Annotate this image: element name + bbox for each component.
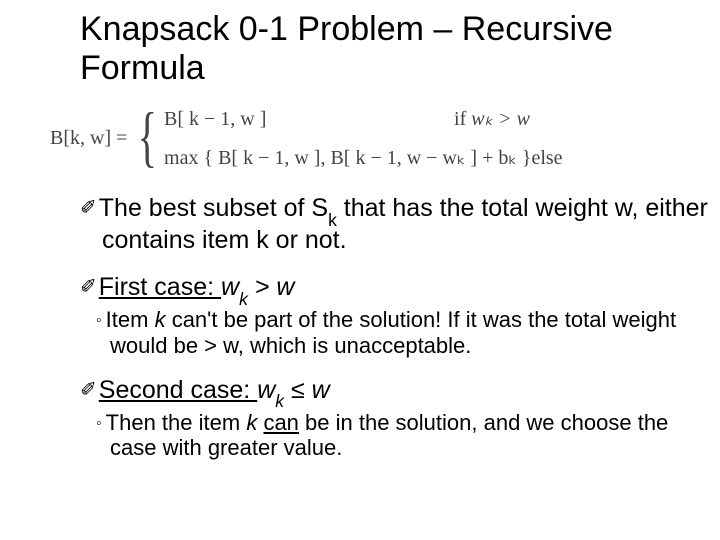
formula-case-1: B[ k − 1, w ] if wₖ > w <box>164 106 563 131</box>
paragraph-best-subset: ✐The best subset of Sk that has the tota… <box>80 194 720 255</box>
recursive-formula: B[k, w] = { B[ k − 1, w ] if wₖ > w max … <box>50 106 720 170</box>
second-case-detail: ◦Then the item k can be in the solution,… <box>80 410 720 461</box>
bullet-icon: ✐ <box>80 276 99 298</box>
paragraph-first-case: ✐First case: wk > w ◦Item k can't be par… <box>80 273 720 358</box>
second-case-label: Second case: <box>99 376 257 404</box>
second-case-math: wk ≤ w <box>257 376 329 404</box>
best-subset-text: ✐The best subset of Sk that has the tota… <box>80 194 720 255</box>
sub-bullet-icon: ◦ <box>96 415 106 432</box>
slide: Knapsack 0-1 Problem – Recursive Formula… <box>0 0 720 540</box>
formula-case-2: max { B[ k − 1, w ], B[ k − 1, w − wₖ ] … <box>164 145 563 170</box>
slide-title: Knapsack 0-1 Problem – Recursive Formula <box>80 10 720 88</box>
case1-expr: B[ k − 1, w ] <box>164 108 454 131</box>
first-case-label: First case: <box>99 273 221 301</box>
sub-bullet-icon: ◦ <box>96 312 106 329</box>
formula-cases: B[ k − 1, w ] if wₖ > w max { B[ k − 1, … <box>164 106 563 170</box>
first-case-math: wk > w <box>221 273 294 301</box>
formula-lhs: B[k, w] = <box>50 127 127 150</box>
first-case-detail: ◦Item k can't be part of the solution! I… <box>80 307 720 358</box>
case2-cond: else <box>531 147 562 170</box>
brace-icon: { <box>138 109 158 163</box>
paragraph-second-case: ✐Second case: wk ≤ w ◦Then the item k ca… <box>80 376 720 461</box>
first-case-heading: ✐First case: wk > w <box>80 273 720 305</box>
case1-cond: if wₖ > w <box>454 106 530 131</box>
bullet-icon: ✐ <box>80 379 99 401</box>
second-case-heading: ✐Second case: wk ≤ w <box>80 376 720 408</box>
bullet-icon: ✐ <box>80 197 99 219</box>
case2-expr: max { B[ k − 1, w ], B[ k − 1, w − wₖ ] … <box>164 145 531 170</box>
